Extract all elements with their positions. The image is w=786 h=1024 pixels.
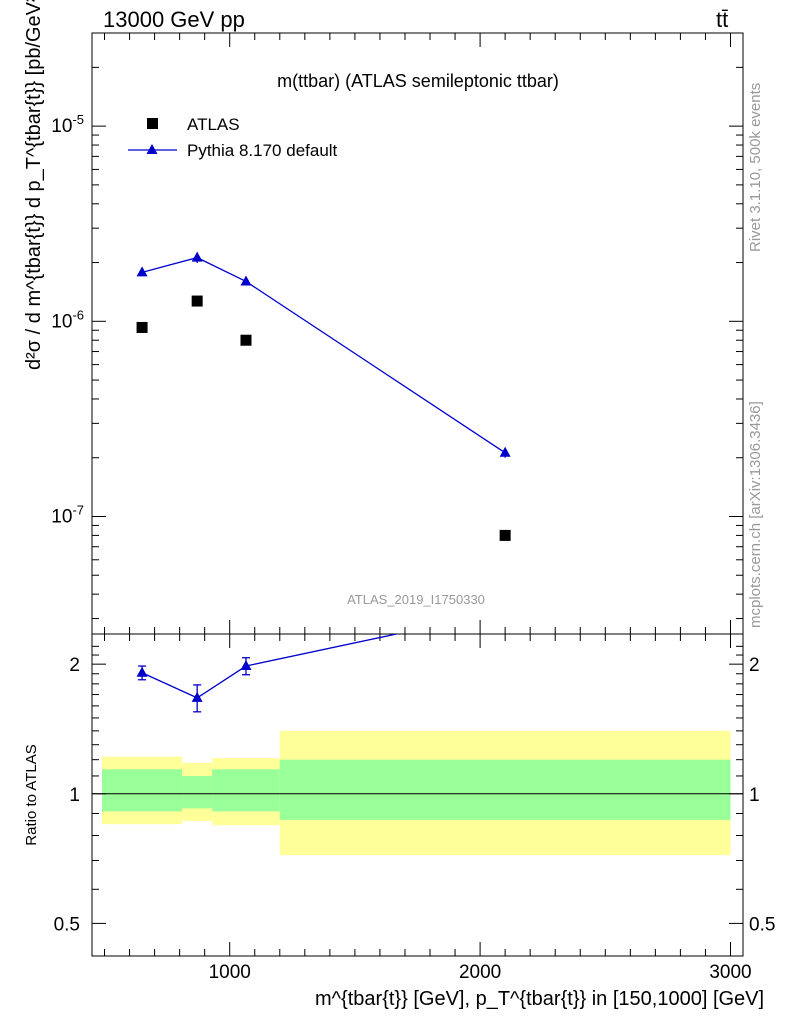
band-inner-0 <box>102 769 183 812</box>
y-tick-label-main: 10-6 <box>51 307 84 332</box>
y-tick-label-exp: -6 <box>72 307 84 322</box>
y-tick-label-ratio-right: 0.5 <box>749 914 775 935</box>
ratio-plot-frame <box>91 633 744 957</box>
y-tick-label-ratio-right: 1 <box>749 785 760 806</box>
data-point <box>191 295 203 307</box>
y-tick-label-exp: -5 <box>72 112 84 127</box>
mc-point-main <box>240 275 252 286</box>
y-tick-label-ratio: 0.5 <box>54 914 80 935</box>
mc-line-ratio <box>141 634 400 699</box>
mc-point-main <box>191 251 203 262</box>
side-text-rivet: Rivet 3.1.10, 500k events <box>747 83 764 252</box>
legend: ATLAS Pythia 8.170 default <box>128 115 338 160</box>
ratio-series-clipped <box>136 605 511 713</box>
header-right: tt̄ <box>716 7 729 32</box>
y-tick-label-exp: -7 <box>72 502 84 517</box>
watermark: ATLAS_2019_I1750330 <box>347 592 485 607</box>
legend-marker-mc <box>146 144 158 154</box>
mc-point-ratio <box>136 666 148 677</box>
main-series <box>136 251 511 541</box>
y-axis-label-main-text: d²σ / d m^{tbar{t}} d p_T^{tbar{t}} [pb/… <box>23 0 45 370</box>
mc-point-ratio <box>191 691 203 702</box>
y-axis-label-ratio: Ratio to ATLAS <box>23 744 40 845</box>
plot-title: m(ttbar) (ATLAS semileptonic ttbar) <box>277 71 559 91</box>
ratio-ticks: 1000 2000 3000 0.5 0.5 1 1 2 2 <box>54 634 775 983</box>
data-point <box>136 321 148 333</box>
band-inner-2 <box>212 769 280 812</box>
y-tick-label-base: 10 <box>51 116 72 137</box>
y-tick-label-main: 10-5 <box>51 112 84 137</box>
data-point <box>240 334 252 346</box>
ratio-frame <box>91 633 744 957</box>
x-axis-label-text: m^{tbar{t}} [GeV], p_T^{tbar{t}} in [150… <box>315 988 765 1010</box>
y-tick-label-base: 10 <box>51 506 72 527</box>
legend-label-atlas: ATLAS <box>187 115 240 134</box>
x-tick-label: 2000 <box>459 962 501 983</box>
band-inner-3 <box>279 759 731 820</box>
mc-point-ratio <box>500 605 511 615</box>
legend-label-mc: Pythia 8.170 default <box>187 141 338 160</box>
mc-point-ratio <box>240 660 252 671</box>
y-tick-label-ratio: 1 <box>69 785 80 806</box>
x-axis-label: m^{tbar{t}} [GeV], p_T^{tbar{t}} in [150… <box>315 988 764 1011</box>
y-tick-label-base: 10 <box>51 311 72 332</box>
y-tick-label-ratio: 2 <box>69 655 80 676</box>
y-axis-label-main: d²σ / d m^{tbar{t}} d p_T^{tbar{t}} [pb/… <box>20 0 46 370</box>
y-tick-label-ratio-right: 2 <box>749 655 760 676</box>
band-inner-1 <box>182 775 213 809</box>
y-tick-label-main: 10-7 <box>51 502 84 527</box>
ratio-series <box>136 605 511 713</box>
x-tick-label: 1000 <box>209 962 251 983</box>
mc-point-main <box>499 446 511 457</box>
mc-line-main <box>141 256 506 454</box>
header-left: 13000 GeV pp <box>103 7 245 32</box>
data-point <box>499 529 511 541</box>
legend-marker-atlas <box>147 118 158 129</box>
mc-point-main <box>136 266 148 277</box>
ratio-bands <box>92 730 743 856</box>
x-tick-label: 3000 <box>709 962 751 983</box>
side-text-mcplots: mcplots.cern.ch [arXiv:1306.3436] <box>747 401 764 628</box>
main-ticks: 10-710-610-5 <box>51 33 743 634</box>
